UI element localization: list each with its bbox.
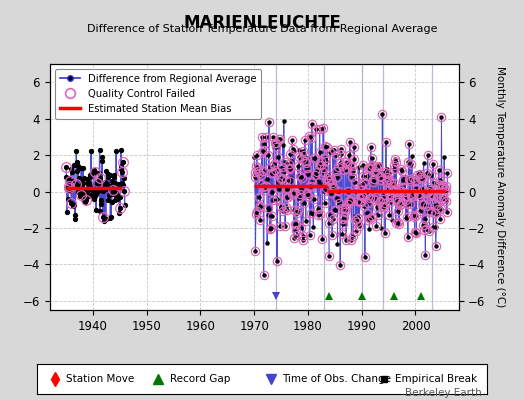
Text: MARIENLEUCHTE: MARIENLEUCHTE	[183, 14, 341, 32]
Text: Record Gap: Record Gap	[170, 374, 230, 384]
Legend: Difference from Regional Average, Quality Control Failed, Estimated Station Mean: Difference from Regional Average, Qualit…	[55, 69, 261, 119]
Y-axis label: Monthly Temperature Anomaly Difference (°C): Monthly Temperature Anomaly Difference (…	[495, 66, 505, 308]
Text: Berkeley Earth: Berkeley Earth	[406, 388, 482, 398]
Text: Station Move: Station Move	[66, 374, 134, 384]
Text: Difference of Station Temperature Data from Regional Average: Difference of Station Temperature Data f…	[87, 24, 437, 34]
Text: Empirical Break: Empirical Break	[395, 374, 477, 384]
Text: Time of Obs. Change: Time of Obs. Change	[282, 374, 391, 384]
